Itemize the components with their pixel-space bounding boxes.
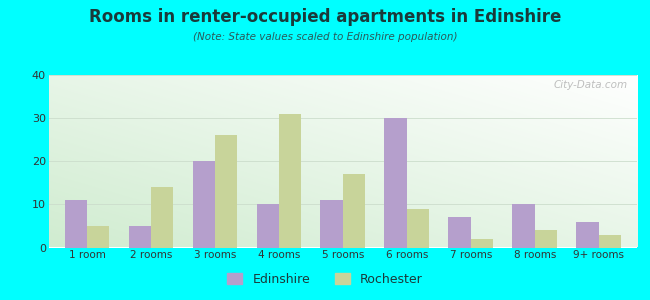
Bar [320,200,343,248]
Text: (Note: State values scaled to Edinshire population): (Note: State values scaled to Edinshire … [193,32,457,41]
Bar [535,230,557,248]
Text: City-Data.com: City-Data.com [554,80,628,90]
Bar [599,235,621,248]
Bar [257,204,279,248]
Bar [343,174,365,248]
Bar [87,226,109,248]
Bar [65,200,87,248]
Bar [471,239,493,248]
Bar [512,204,535,248]
Bar [407,209,429,248]
Bar [577,222,599,247]
Bar [192,161,215,248]
Legend: Edinshire, Rochester: Edinshire, Rochester [222,268,428,291]
Bar [151,187,174,247]
Bar [215,135,237,248]
Text: Rooms in renter-occupied apartments in Edinshire: Rooms in renter-occupied apartments in E… [89,8,561,26]
Bar [448,217,471,247]
Bar [129,226,151,248]
Bar [384,118,407,248]
Bar [279,114,302,248]
